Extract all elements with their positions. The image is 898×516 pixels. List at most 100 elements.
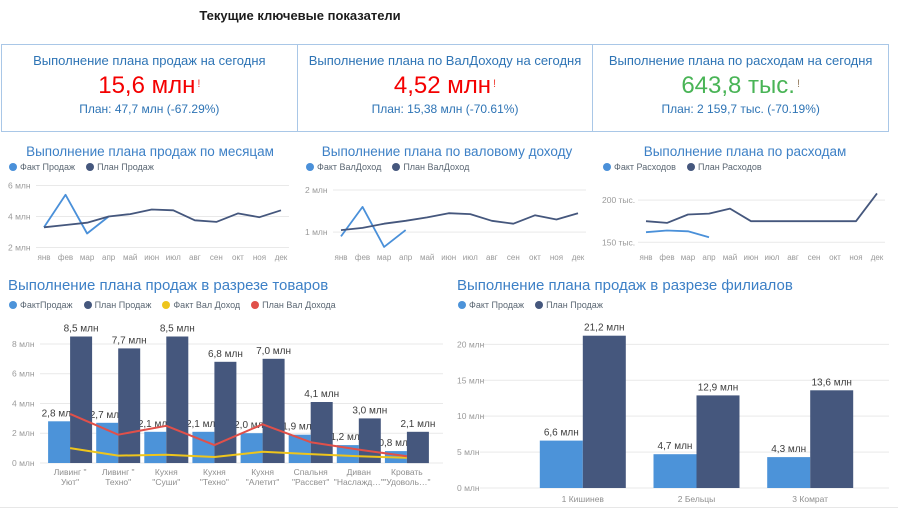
kpi-card-gross-income[interactable]: Выполнение плана по ВалДоходу на сегодня… — [297, 44, 594, 132]
legend-item[interactable]: Факт ВалДоход — [306, 162, 381, 172]
kpi-title: Выполнение плана продаж на сегодня — [33, 53, 266, 68]
legend-item[interactable]: План Продаж — [83, 300, 151, 310]
legend-item[interactable]: План Расходов — [686, 162, 762, 172]
category-label: Спальня "Рассвет" — [292, 467, 329, 487]
legend-swatch-icon — [535, 300, 544, 309]
line-Факт Расходов[interactable] — [645, 229, 710, 239]
kpi-card-expenses[interactable]: Выполнение плана по расходам на сегодня … — [593, 44, 890, 132]
category-label: Кухня "Алетит" — [246, 467, 280, 487]
kpi-alert-icon: ! — [197, 78, 201, 90]
bar-value-label: 2,0 млн — [234, 420, 269, 431]
legend-item[interactable]: ФактПродаж — [9, 300, 73, 310]
legend-item[interactable]: План Продаж — [86, 162, 154, 172]
line-План Расходов[interactable] — [645, 192, 878, 224]
sales-by-branch-canvas[interactable]: 0 млн 5 млн 10 млн 15 млн 20 млн 6,6 млн 4,7 м… — [455, 311, 895, 509]
bar-value-label: 1,9 млн — [282, 422, 317, 433]
line-План ВалДоход[interactable] — [340, 212, 579, 231]
legend-item[interactable]: Факт Расходов — [603, 162, 676, 172]
x-tick-label: июн — [744, 253, 759, 262]
y-tick-label: 6 млн — [8, 180, 31, 190]
chart-legend: Факт Расходов План Расходов — [600, 160, 890, 173]
x-tick-label: авг — [189, 253, 201, 262]
x-tick-label: июл — [765, 253, 780, 262]
legend-swatch-icon — [603, 162, 611, 171]
bar-ФактПродаж[interactable] — [192, 431, 215, 464]
kpi-row: Выполнение плана продаж на сегодня 15,6 … — [1, 44, 890, 132]
x-tick-label: ноя — [550, 253, 563, 262]
bar-value-label: 0,8 млн — [378, 438, 413, 449]
x-tick-label: мар — [377, 253, 392, 262]
line-Факт ВалДоход[interactable] — [340, 206, 407, 248]
legend-item[interactable]: Факт Продаж — [9, 162, 75, 172]
x-tick-label: янв — [38, 253, 51, 262]
legend-item[interactable]: План Вал Дохода — [251, 300, 336, 310]
line-План Вал Дохода[interactable] — [69, 412, 408, 458]
x-tick-label: июн — [144, 253, 159, 262]
legend-swatch-icon — [392, 162, 401, 171]
bar-value-label: 2,1 млн — [138, 419, 173, 430]
line-Факт Вал Доход[interactable] — [69, 447, 407, 459]
sales-by-product-canvas[interactable]: 0 млн 2 млн 4 млн 6 млн 8 млн 2,8 млн 2,7 млн 2… — [6, 311, 448, 493]
bar-Факт Продаж[interactable] — [653, 454, 697, 488]
kpi-card-sales[interactable]: Выполнение плана продаж на сегодня 15,6 … — [1, 44, 298, 132]
x-tick-label: авг — [486, 253, 498, 262]
bar-ФактПродаж[interactable] — [240, 433, 263, 463]
bar-План Продаж[interactable] — [810, 390, 854, 488]
bar-Факт Продаж[interactable] — [767, 457, 811, 488]
kpi-plan: План: 15,38 млн (-70.61%) — [371, 102, 519, 116]
bar-ФактПродаж[interactable] — [144, 431, 167, 464]
bar-План Продаж[interactable] — [70, 336, 93, 464]
x-tick-label: авг — [787, 253, 799, 262]
y-tick-label: 2 млн — [12, 428, 35, 438]
legend-item[interactable]: План Продаж — [535, 300, 603, 310]
x-tick-label: июл — [166, 253, 181, 262]
bar-План Продаж[interactable] — [406, 431, 429, 464]
x-tick-label: сен — [808, 253, 821, 262]
bar-value-label: 7,7 млн — [112, 335, 147, 346]
bar-План Продаж[interactable] — [118, 348, 141, 463]
line-План Продаж[interactable] — [43, 208, 282, 229]
bar-План Продаж[interactable] — [310, 402, 333, 463]
bar-ФактПродаж[interactable] — [288, 434, 311, 463]
bar-План Продаж[interactable] — [696, 395, 740, 488]
bar-value-label: 13,6 млн — [811, 377, 851, 388]
bar-value-label: 21,2 млн — [584, 323, 624, 334]
chart-legend: Факт Продаж План Продаж — [455, 298, 895, 311]
legend-item[interactable]: Факт Вал Доход — [162, 300, 240, 310]
bar-ФактПродаж[interactable] — [48, 421, 71, 463]
legend-label: Факт Расходов — [614, 161, 676, 172]
category-label: Диван "Наслажд…" — [334, 467, 384, 487]
bar-value-label: 1,2 млн — [330, 432, 365, 443]
bar-value-label: 6,6 млн — [544, 428, 579, 439]
bar-Факт Продаж[interactable] — [539, 440, 583, 488]
bar-value-label: 4,7 млн — [658, 441, 693, 452]
bar-План Продаж[interactable] — [582, 335, 626, 488]
x-tick-label: июн — [441, 253, 456, 262]
legend-label: Факт Продаж — [469, 299, 525, 310]
gross-income-by-month-canvas[interactable]: 2 млн 1 млн янв фев мар апр май июн июл авг сен окт… — [303, 173, 591, 263]
bar-value-label: 2,1 млн — [400, 419, 435, 430]
category-label: Ливинг " Уют" — [54, 467, 87, 487]
bar-ФактПродаж[interactable] — [96, 422, 119, 463]
bar-План Продаж[interactable] — [214, 361, 237, 463]
x-tick-label: фев — [659, 253, 674, 262]
x-tick-label: янв — [335, 253, 348, 262]
bar-План Продаж[interactable] — [166, 336, 189, 464]
bar-value-label: 12,9 млн — [698, 382, 738, 393]
legend-item[interactable]: План ВалДоход — [392, 162, 469, 172]
bar-План Продаж[interactable] — [262, 358, 285, 463]
sales-by-month-canvas[interactable]: 6 млн 4 млн 2 млн янв фев мар апр май июн июл авг с… — [6, 173, 294, 263]
y-tick-label: 1 млн — [305, 227, 328, 237]
bar-value-label: 2,8 млн — [42, 408, 77, 419]
line-Факт Продаж[interactable] — [43, 193, 110, 235]
expenses-by-month-canvas[interactable]: 200 тыс. 150 тыс. янв фев мар апр май июн июл авг… — [600, 173, 890, 263]
chart-legend: Факт ВалДоход План ВалДоход — [303, 160, 591, 173]
y-tick-label: 6 млн — [12, 369, 35, 379]
category-label: Кровать "Удоволь…" — [383, 467, 430, 487]
x-tick-label: окт — [232, 253, 244, 262]
legend-item[interactable]: Факт Продаж — [458, 300, 524, 310]
y-tick-label: 2 млн — [305, 185, 328, 195]
y-tick-label: 150 тыс. — [602, 237, 635, 247]
category-label: Ливинг " Техно" — [102, 467, 135, 487]
